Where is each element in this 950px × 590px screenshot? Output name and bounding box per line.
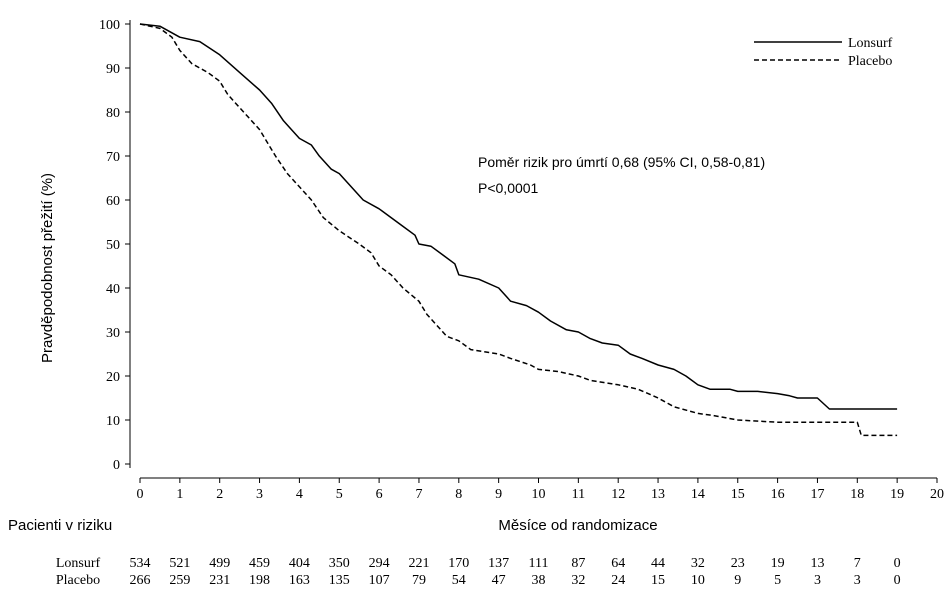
risk-cell: 10: [691, 573, 705, 588]
risk-cell: 459: [249, 556, 270, 571]
x-tick-label: 1: [176, 487, 183, 502]
risk-cell: 32: [571, 573, 585, 588]
risk-cell: 231: [209, 573, 230, 588]
risk-cell: 44: [651, 556, 665, 571]
series-line-lonsurf: [139, 23, 898, 410]
risk-cell: 221: [408, 556, 429, 571]
risk-cell: 266: [130, 573, 151, 588]
x-tick-label: 8: [455, 487, 462, 502]
x-tick-label: 3: [256, 487, 263, 502]
risk-cell: 19: [771, 556, 785, 571]
x-tick-label: 5: [336, 487, 343, 502]
risk-cell: 15: [651, 573, 665, 588]
x-tick-label: 0: [137, 487, 144, 502]
y-tick-label: 90: [106, 62, 120, 77]
x-tick-label: 7: [415, 487, 422, 502]
y-tick-label: 30: [106, 326, 120, 341]
risk-cell: 23: [731, 556, 745, 571]
risk-cell: 64: [611, 556, 625, 571]
y-axis-label: Pravděpodobnost přežití (%): [39, 173, 56, 363]
risk-cell: 87: [571, 556, 585, 571]
x-tick-label: 9: [495, 487, 502, 502]
risk-cell: 135: [329, 573, 350, 588]
risk-cell: 32: [691, 556, 705, 571]
x-tick-label: 4: [296, 487, 303, 502]
risk-table-title: Pacienti v riziku: [8, 517, 112, 534]
x-tick-label: 2: [216, 487, 223, 502]
risk-row-label: Placebo: [56, 573, 100, 588]
x-tick-label: 10: [532, 487, 546, 502]
x-tick-label: 13: [651, 487, 665, 502]
risk-cell: 170: [448, 556, 469, 571]
series-line-placebo: [139, 23, 898, 437]
risk-cell: 0: [894, 556, 901, 571]
series-group: [139, 23, 898, 437]
risk-cell: 47: [492, 573, 506, 588]
x-tick-label: 14: [691, 487, 705, 502]
y-tick-label: 80: [106, 106, 120, 121]
risk-cell: 38: [532, 573, 546, 588]
y-tick-label: 100: [99, 18, 120, 33]
risk-cell: 294: [369, 556, 390, 571]
risk-cell: 499: [209, 556, 230, 571]
legend: Lonsurf Placebo: [754, 36, 893, 69]
y-tick-label: 50: [106, 238, 120, 253]
risk-cell: 3: [854, 573, 861, 588]
risk-cell: 5: [774, 573, 781, 588]
risk-cell: 0: [894, 573, 901, 588]
x-tick-label: 11: [572, 487, 585, 502]
risk-cell: 54: [452, 573, 466, 588]
legend-label-lonsurf: Lonsurf: [848, 36, 893, 51]
y-tick-label: 70: [106, 150, 120, 165]
risk-cell: 107: [369, 573, 390, 588]
x-tick-label: 15: [731, 487, 745, 502]
legend-label-placebo: Placebo: [848, 54, 892, 69]
risk-cell: 404: [289, 556, 310, 571]
risk-cell: 259: [169, 573, 190, 588]
x-tick-label: 19: [890, 487, 904, 502]
risk-cell: 163: [289, 573, 310, 588]
risk-cell: 111: [529, 556, 549, 571]
y-tick-label: 60: [106, 194, 120, 209]
risk-cell: 198: [249, 573, 270, 588]
annotation-p-value: P<0,0001: [478, 180, 539, 196]
x-axis-label: Měsíce od randomizace: [498, 517, 657, 534]
risk-cell: 13: [810, 556, 824, 571]
y-tick-label: 20: [106, 370, 120, 385]
x-tick-label: 17: [810, 487, 824, 502]
risk-cell: 534: [130, 556, 151, 571]
x-tick-label: 20: [930, 487, 944, 502]
x-tick-label: 18: [850, 487, 864, 502]
risk-row-label: Lonsurf: [56, 556, 101, 571]
risk-cell: 7: [854, 556, 861, 571]
risk-table: Lonsurf 534 521 499 459 404 350 294 221 170 137 111…: [56, 556, 901, 588]
risk-cell: 137: [488, 556, 509, 571]
x-tick-label: 6: [376, 487, 383, 502]
risk-cell: 350: [329, 556, 350, 571]
x-tick-label: 16: [771, 487, 785, 502]
risk-cell: 521: [169, 556, 190, 571]
risk-cell: 24: [611, 573, 625, 588]
annotation-hazard-ratio: Poměr rizik pro úmrtí 0,68 (95% CI, 0,58…: [478, 154, 765, 170]
y-tick-label: 0: [113, 458, 120, 473]
risk-cell: 9: [734, 573, 741, 588]
x-tick-label: 12: [611, 487, 625, 502]
risk-cell: 3: [814, 573, 821, 588]
risk-cell: 79: [412, 573, 426, 588]
y-tick-label: 40: [106, 282, 120, 297]
y-tick-label: 10: [106, 414, 120, 429]
